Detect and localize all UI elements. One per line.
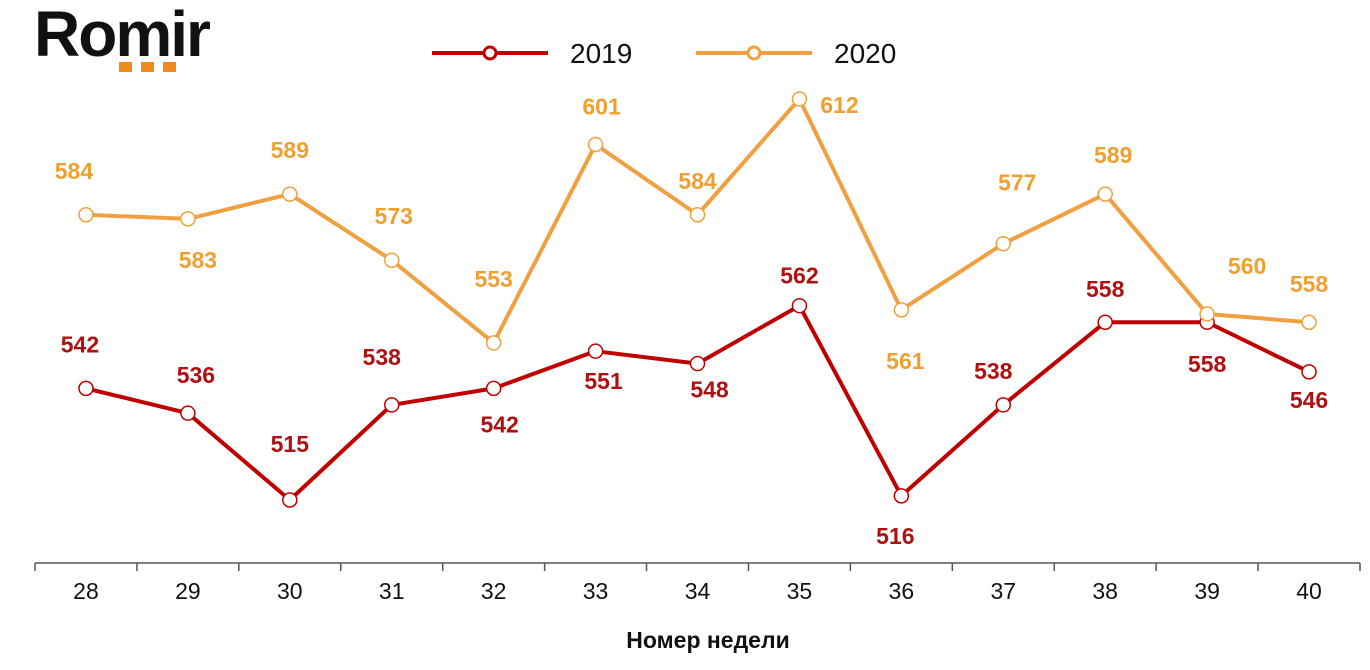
x-tick-label: 40 xyxy=(1296,578,1322,604)
data-label-2019: 542 xyxy=(480,411,518,437)
data-point-2019 xyxy=(893,488,910,504)
x-tick-label: 37 xyxy=(990,578,1016,604)
data-point-2019 xyxy=(689,355,706,372)
series-line-2019 xyxy=(85,303,1310,502)
logo-square xyxy=(163,62,176,72)
data-label-2019: 562 xyxy=(780,263,818,289)
data-point-2019 xyxy=(995,397,1012,413)
series-layer xyxy=(78,91,1317,508)
data-point-2019 xyxy=(180,405,196,421)
data-label-2020: 560 xyxy=(1228,253,1266,279)
logo-square xyxy=(141,62,154,72)
data-label-2019: 515 xyxy=(271,431,310,457)
x-tick-label: 31 xyxy=(379,578,405,604)
data-point-2020 xyxy=(791,91,808,107)
x-tick-label: 34 xyxy=(685,578,711,604)
x-tick-label: 30 xyxy=(277,578,303,604)
data-point-2020 xyxy=(1097,186,1113,202)
data-label-2020: 573 xyxy=(375,203,413,229)
data-point-2020 xyxy=(78,207,94,223)
legend-label-2019: 2019 xyxy=(570,38,632,69)
data-label-2020: 584 xyxy=(55,158,94,184)
data-point-2020 xyxy=(282,186,298,202)
data-point-2020 xyxy=(1199,306,1215,322)
data-label-2020: 558 xyxy=(1290,271,1329,297)
data-point-2020 xyxy=(587,136,604,153)
x-tick-label: 36 xyxy=(889,578,915,604)
data-label-2019: 538 xyxy=(363,344,402,370)
data-point-2020 xyxy=(485,335,502,351)
legend-marker-2020 xyxy=(746,45,762,61)
data-point-2020 xyxy=(689,207,706,223)
data-point-2019 xyxy=(78,380,94,397)
legend-label-2020: 2020 xyxy=(834,38,896,69)
x-axis-label: Номер недели xyxy=(626,627,789,653)
legend: 2019 2020 xyxy=(432,38,896,69)
x-tick-label: 32 xyxy=(481,578,507,604)
data-label-2019: 538 xyxy=(974,358,1013,384)
data-label-2020: 583 xyxy=(179,247,217,273)
data-labels: 542 536 515 538 542 551 548 562 516 538 558 558 546 5… xyxy=(55,92,1329,549)
series-2020 xyxy=(78,91,1317,351)
x-tick-label: 39 xyxy=(1194,578,1220,604)
data-label-2019: 551 xyxy=(584,368,623,394)
data-label-2020: 589 xyxy=(1094,142,1132,168)
data-label-2020: 577 xyxy=(998,170,1036,196)
x-tick-label: 38 xyxy=(1092,578,1118,604)
data-point-2019 xyxy=(791,297,808,314)
legend-marker-2019 xyxy=(482,45,498,61)
data-point-2020 xyxy=(995,235,1012,252)
data-point-2019 xyxy=(282,492,298,508)
data-label-2020: 589 xyxy=(271,137,309,163)
data-point-2019 xyxy=(485,380,502,397)
data-label-2020: 561 xyxy=(886,348,925,374)
x-tick-label: 33 xyxy=(583,578,609,604)
data-label-2019: 516 xyxy=(876,523,914,549)
logo-square xyxy=(119,62,132,72)
data-label-2019: 536 xyxy=(177,362,215,388)
x-tick-label: 29 xyxy=(175,578,201,604)
data-point-2019 xyxy=(383,397,400,413)
data-label-2020: 612 xyxy=(820,92,858,118)
logo-text: Romir xyxy=(34,0,210,70)
series-2019 xyxy=(78,297,1317,508)
data-label-2019: 546 xyxy=(1290,387,1328,413)
data-label-2020: 584 xyxy=(678,168,717,194)
data-point-2020 xyxy=(1301,314,1317,330)
data-point-2019 xyxy=(587,343,604,359)
x-tick-label: 35 xyxy=(787,578,813,604)
data-label-2019: 558 xyxy=(1188,351,1227,377)
x-tick-label: 28 xyxy=(73,578,99,604)
data-label-2020: 553 xyxy=(474,266,512,292)
data-label-2019: 548 xyxy=(690,377,729,403)
data-point-2019 xyxy=(1301,364,1317,380)
x-axis: 28 29 30 31 32 33 34 35 36 37 38 39 40 xyxy=(34,562,1361,604)
data-label-2020: 601 xyxy=(582,93,621,119)
romir-logo: Romir xyxy=(34,0,212,72)
data-label-2019: 542 xyxy=(61,331,99,357)
data-point-2020 xyxy=(180,211,196,227)
data-label-2019: 558 xyxy=(1086,276,1125,302)
data-point-2019 xyxy=(1097,314,1113,330)
data-point-2020 xyxy=(383,252,400,268)
data-point-2020 xyxy=(893,302,910,318)
